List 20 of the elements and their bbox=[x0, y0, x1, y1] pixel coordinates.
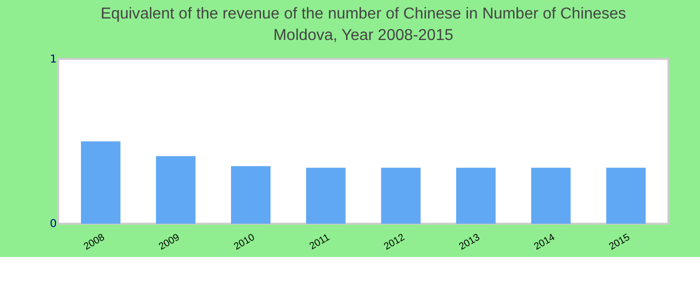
bar bbox=[606, 168, 646, 224]
chart-subtitle: Moldova, Year 2008-2015 bbox=[273, 27, 454, 44]
bar bbox=[156, 156, 196, 224]
x-tick-label: 2010 bbox=[232, 232, 258, 253]
chart-title: Equivalent of the revenue of the number of Chinese in Number of Chineses bbox=[100, 5, 626, 22]
x-tick-label: 2014 bbox=[532, 232, 558, 253]
x-tick-label: 2008 bbox=[82, 232, 108, 253]
bar bbox=[381, 168, 421, 224]
x-tick-label: 2009 bbox=[157, 232, 182, 253]
bar bbox=[80, 141, 120, 224]
x-tick-label: 2012 bbox=[382, 232, 407, 253]
bar bbox=[456, 168, 496, 224]
x-tick-label: 2013 bbox=[457, 232, 482, 253]
y-tick-label: 1 bbox=[50, 52, 57, 66]
bar bbox=[306, 168, 346, 224]
y-tick-label: 0 bbox=[50, 217, 57, 230]
x-tick-label: 2015 bbox=[607, 232, 632, 253]
bar bbox=[531, 168, 571, 224]
x-tick-label: 2011 bbox=[308, 232, 332, 252]
bar bbox=[231, 166, 271, 224]
